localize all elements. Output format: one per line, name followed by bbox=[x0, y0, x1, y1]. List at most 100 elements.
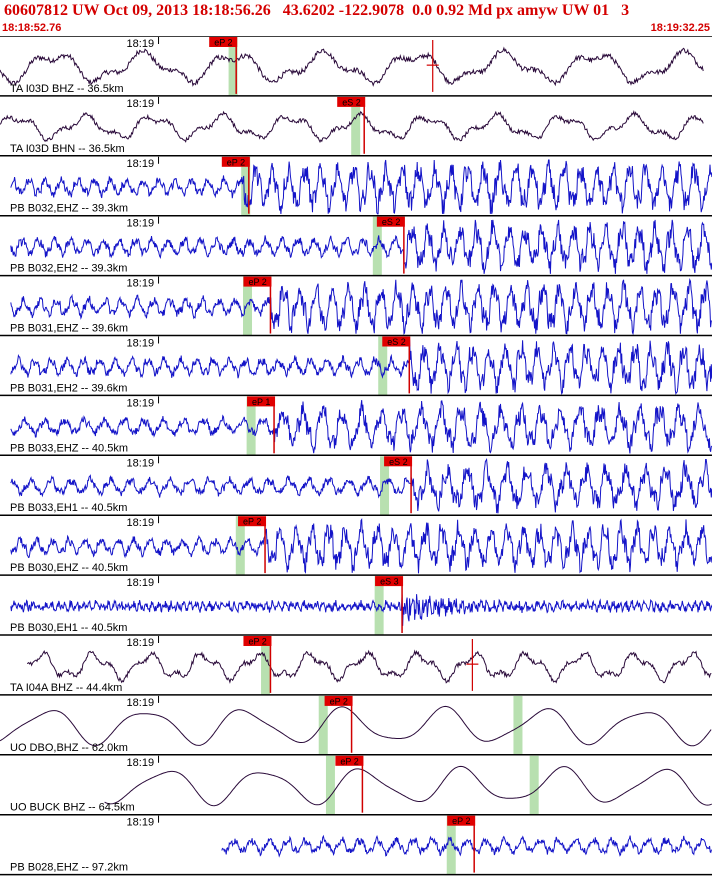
waveform bbox=[0, 46, 704, 87]
trace-panel[interactable]: 18:19 eS 2 PB B031,EH2 -- 39.6km bbox=[0, 334, 712, 396]
waveform bbox=[10, 159, 712, 215]
minute-label: 18:19 bbox=[127, 338, 155, 350]
trace-panel[interactable]: 18:19 eP 2 PB B030,EHZ -- 40.5km bbox=[0, 514, 712, 576]
arrival-window-band bbox=[243, 276, 253, 336]
pick-box[interactable] bbox=[384, 456, 413, 467]
waveform bbox=[0, 705, 712, 747]
arrival-window-band bbox=[378, 336, 388, 396]
trace-label: UO DBO,BHZ -- 62.0km bbox=[10, 742, 128, 754]
pick-box[interactable] bbox=[209, 37, 238, 47]
trace-label: PB B030,EH1 -- 40.5km bbox=[10, 622, 127, 634]
arrival-window-band bbox=[372, 216, 382, 276]
minute-label: 18:19 bbox=[127, 397, 155, 409]
waveform bbox=[0, 109, 704, 144]
trace-panel[interactable]: 18:19 eP 2 PB B028,EHZ -- 97.2km bbox=[0, 813, 712, 875]
minute-label: 18:19 bbox=[127, 158, 155, 170]
waveform bbox=[26, 649, 712, 684]
pick-box[interactable] bbox=[447, 815, 476, 826]
minute-label: 18:19 bbox=[127, 697, 155, 709]
pick-label: eP 2 bbox=[227, 157, 245, 167]
trace-label: UO BUCK BHZ -- 64.5km bbox=[10, 802, 135, 814]
pick-box[interactable] bbox=[324, 695, 353, 706]
arrival-window-band bbox=[318, 695, 328, 755]
event-header: 60607812 UW Oct 09, 2013 18:18:56.26 43.… bbox=[0, 0, 712, 36]
trace-label: PB B031,EH2 -- 39.6km bbox=[10, 382, 127, 394]
pick-box[interactable] bbox=[247, 396, 276, 407]
minute-label: 18:19 bbox=[127, 98, 155, 110]
trace-panel[interactable]: 18:19 eP 2 PB B031,EHZ -- 39.6km bbox=[0, 274, 712, 336]
end-time: 18:19:32.25 bbox=[650, 22, 710, 34]
minute-label: 18:19 bbox=[127, 278, 155, 290]
trace-label: TA I04A BHZ -- 44.4km bbox=[10, 682, 122, 694]
trace-panel[interactable]: 18:19 eS 3 PB B030,EH1 -- 40.5km bbox=[0, 574, 712, 635]
minute-label: 18:19 bbox=[127, 218, 155, 230]
arrival-window-band bbox=[529, 755, 539, 815]
pick-box[interactable] bbox=[376, 216, 405, 227]
event-title: 60607812 UW Oct 09, 2013 18:18:56.26 43.… bbox=[4, 2, 630, 19]
pick-label: eS 2 bbox=[382, 217, 401, 227]
trace-panel[interactable]: 18:19 eP 2 TA I04A BHZ -- 44.4km bbox=[0, 634, 712, 695]
waveform bbox=[10, 594, 712, 626]
waveform bbox=[10, 339, 712, 396]
arrival-window-band bbox=[446, 815, 456, 875]
trace-panel[interactable]: 18:19 eS 2 TA I03D BHN -- 36.5km bbox=[0, 95, 712, 156]
pick-box[interactable] bbox=[221, 156, 250, 167]
waveform bbox=[10, 457, 712, 514]
arrival-window-band bbox=[261, 636, 271, 695]
minute-label: 18:19 bbox=[127, 757, 155, 769]
trace-panel[interactable]: 18:19 eP 2 PB B032,EHZ -- 39.3km bbox=[0, 155, 712, 216]
pick-box[interactable] bbox=[243, 636, 272, 646]
trace-label: PB B031,EHZ -- 39.6km bbox=[10, 323, 128, 335]
pick-label: eP 1 bbox=[252, 397, 270, 407]
arrival-window-band bbox=[246, 396, 256, 456]
arrival-window-band bbox=[513, 695, 523, 755]
pick-label: eP 2 bbox=[340, 756, 358, 766]
pick-label: eP 2 bbox=[248, 277, 266, 287]
trace-label: PB B032,EHZ -- 39.3km bbox=[10, 203, 128, 215]
trace-panel[interactable]: 18:19 eS 2 PB B032,EH2 -- 39.3km bbox=[0, 214, 712, 276]
arrival-window-band bbox=[228, 37, 238, 96]
minute-label: 18:19 bbox=[127, 817, 155, 829]
pick-box[interactable] bbox=[337, 96, 366, 107]
arrival-window-band bbox=[351, 96, 361, 156]
pick-label: eS 3 bbox=[380, 577, 399, 587]
pick-box[interactable] bbox=[243, 276, 272, 287]
trace-label: PB B033,EH1 -- 40.5km bbox=[10, 502, 127, 514]
minute-label: 18:19 bbox=[127, 577, 155, 589]
trace-label: PB B028,EHZ -- 97.2km bbox=[10, 862, 128, 874]
pick-label: eS 2 bbox=[389, 457, 408, 467]
arrival-window-band bbox=[325, 755, 335, 815]
minute-label: 18:19 bbox=[127, 38, 155, 50]
pick-box[interactable] bbox=[375, 576, 404, 587]
trace-panel[interactable]: 18:19 eS 2 PB B033,EH1 -- 40.5km bbox=[0, 454, 712, 516]
pick-box[interactable] bbox=[382, 336, 411, 347]
pick-label: eP 2 bbox=[214, 38, 232, 48]
trace-label: PB B032,EH2 -- 39.3km bbox=[10, 263, 127, 275]
trace-label: PB B030,EHZ -- 40.5km bbox=[10, 562, 128, 574]
pick-label: eP 2 bbox=[452, 816, 470, 826]
minute-label: 18:19 bbox=[127, 457, 155, 469]
minute-label: 18:19 bbox=[127, 637, 155, 649]
trace-panel[interactable]: 18:19 eP 2 TA I03D BHZ -- 36.5km bbox=[0, 36, 712, 96]
pick-label: eP 2 bbox=[248, 637, 266, 647]
pick-label: eP 2 bbox=[243, 517, 261, 527]
arrival-window-band bbox=[380, 456, 390, 516]
trace-panel[interactable]: 18:19 eP 1 PB B033,EHZ -- 40.5km bbox=[0, 394, 712, 456]
waveform bbox=[104, 765, 712, 807]
arrival-window-band bbox=[235, 516, 245, 576]
trace-panel[interactable]: 18:19 eP 2 UO DBO,BHZ -- 62.0km bbox=[0, 694, 712, 755]
trace-label: TA I03D BHN -- 36.5km bbox=[10, 143, 125, 155]
arrival-window-band bbox=[241, 156, 251, 216]
pick-label: eS 2 bbox=[342, 97, 361, 107]
waveform bbox=[10, 219, 712, 274]
start-time: 18:18:52.76 bbox=[2, 22, 62, 34]
trace-panel[interactable]: 18:19 eP 2 UO BUCK BHZ -- 64.5km bbox=[0, 754, 712, 815]
pick-box[interactable] bbox=[238, 516, 267, 527]
pick-box[interactable] bbox=[335, 755, 364, 766]
minute-label: 18:19 bbox=[127, 517, 155, 529]
waveform bbox=[10, 278, 712, 336]
pick-label: eP 2 bbox=[330, 696, 348, 706]
waveform bbox=[221, 834, 712, 858]
pick-label: eS 2 bbox=[387, 337, 406, 347]
